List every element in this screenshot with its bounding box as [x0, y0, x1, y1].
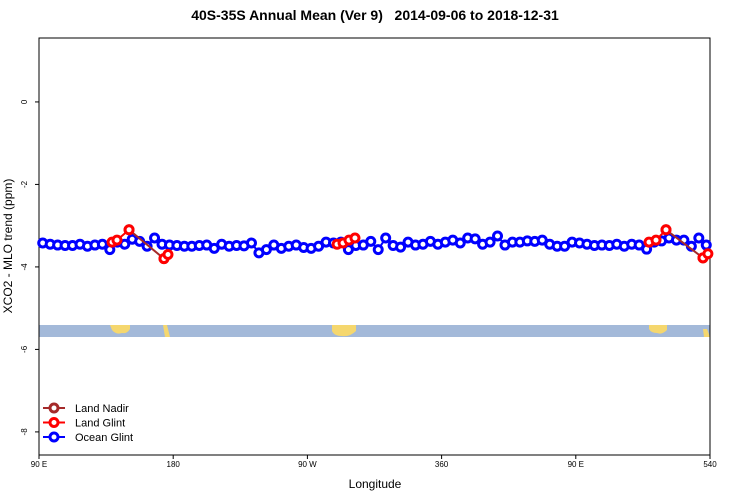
legend-label: Land Glint	[75, 418, 125, 430]
point	[365, 235, 377, 247]
point	[162, 249, 174, 261]
point	[349, 232, 361, 244]
x-tick-label: 90 E	[31, 460, 47, 469]
point	[484, 236, 496, 248]
x-axis-label: Longitude	[349, 477, 402, 491]
point	[260, 244, 272, 256]
point	[119, 238, 131, 250]
map-strip	[39, 325, 710, 337]
point	[660, 224, 672, 236]
point	[454, 237, 466, 249]
point	[123, 224, 135, 236]
y-tick-label: -2	[20, 180, 29, 188]
point	[111, 234, 123, 246]
point	[693, 232, 705, 244]
x-tick-label: 90 W	[298, 460, 317, 469]
point	[650, 234, 662, 246]
legend-label: Land Nadir	[75, 403, 129, 415]
point	[702, 248, 714, 260]
series-line	[128, 228, 704, 260]
point	[492, 230, 504, 242]
legend-marker	[48, 402, 60, 414]
legend-label: Ocean Glint	[75, 432, 133, 444]
x-tick-label: 90 E	[568, 460, 584, 469]
point	[380, 232, 392, 244]
chart-title: 40S-35S Annual Mean (Ver 9) 2014-09-06 t…	[191, 7, 559, 23]
y-axis-label: XCO2 - MLO trend (ppm)	[1, 179, 15, 314]
x-tick-label: 360	[435, 460, 449, 469]
point	[395, 241, 407, 253]
point	[149, 232, 161, 244]
legend-marker	[48, 431, 60, 443]
x-tick-label: 180	[167, 460, 181, 469]
point	[96, 238, 108, 250]
x-tick-label: 540	[703, 460, 717, 469]
y-tick-label: -6	[20, 345, 29, 353]
point	[700, 239, 712, 251]
y-tick-label: -4	[20, 263, 29, 271]
legend-marker	[48, 417, 60, 428]
point	[469, 233, 481, 245]
point	[245, 237, 257, 249]
point	[372, 244, 384, 256]
y-tick-label: 0	[20, 99, 29, 104]
y-tick-label: -8	[20, 428, 29, 436]
